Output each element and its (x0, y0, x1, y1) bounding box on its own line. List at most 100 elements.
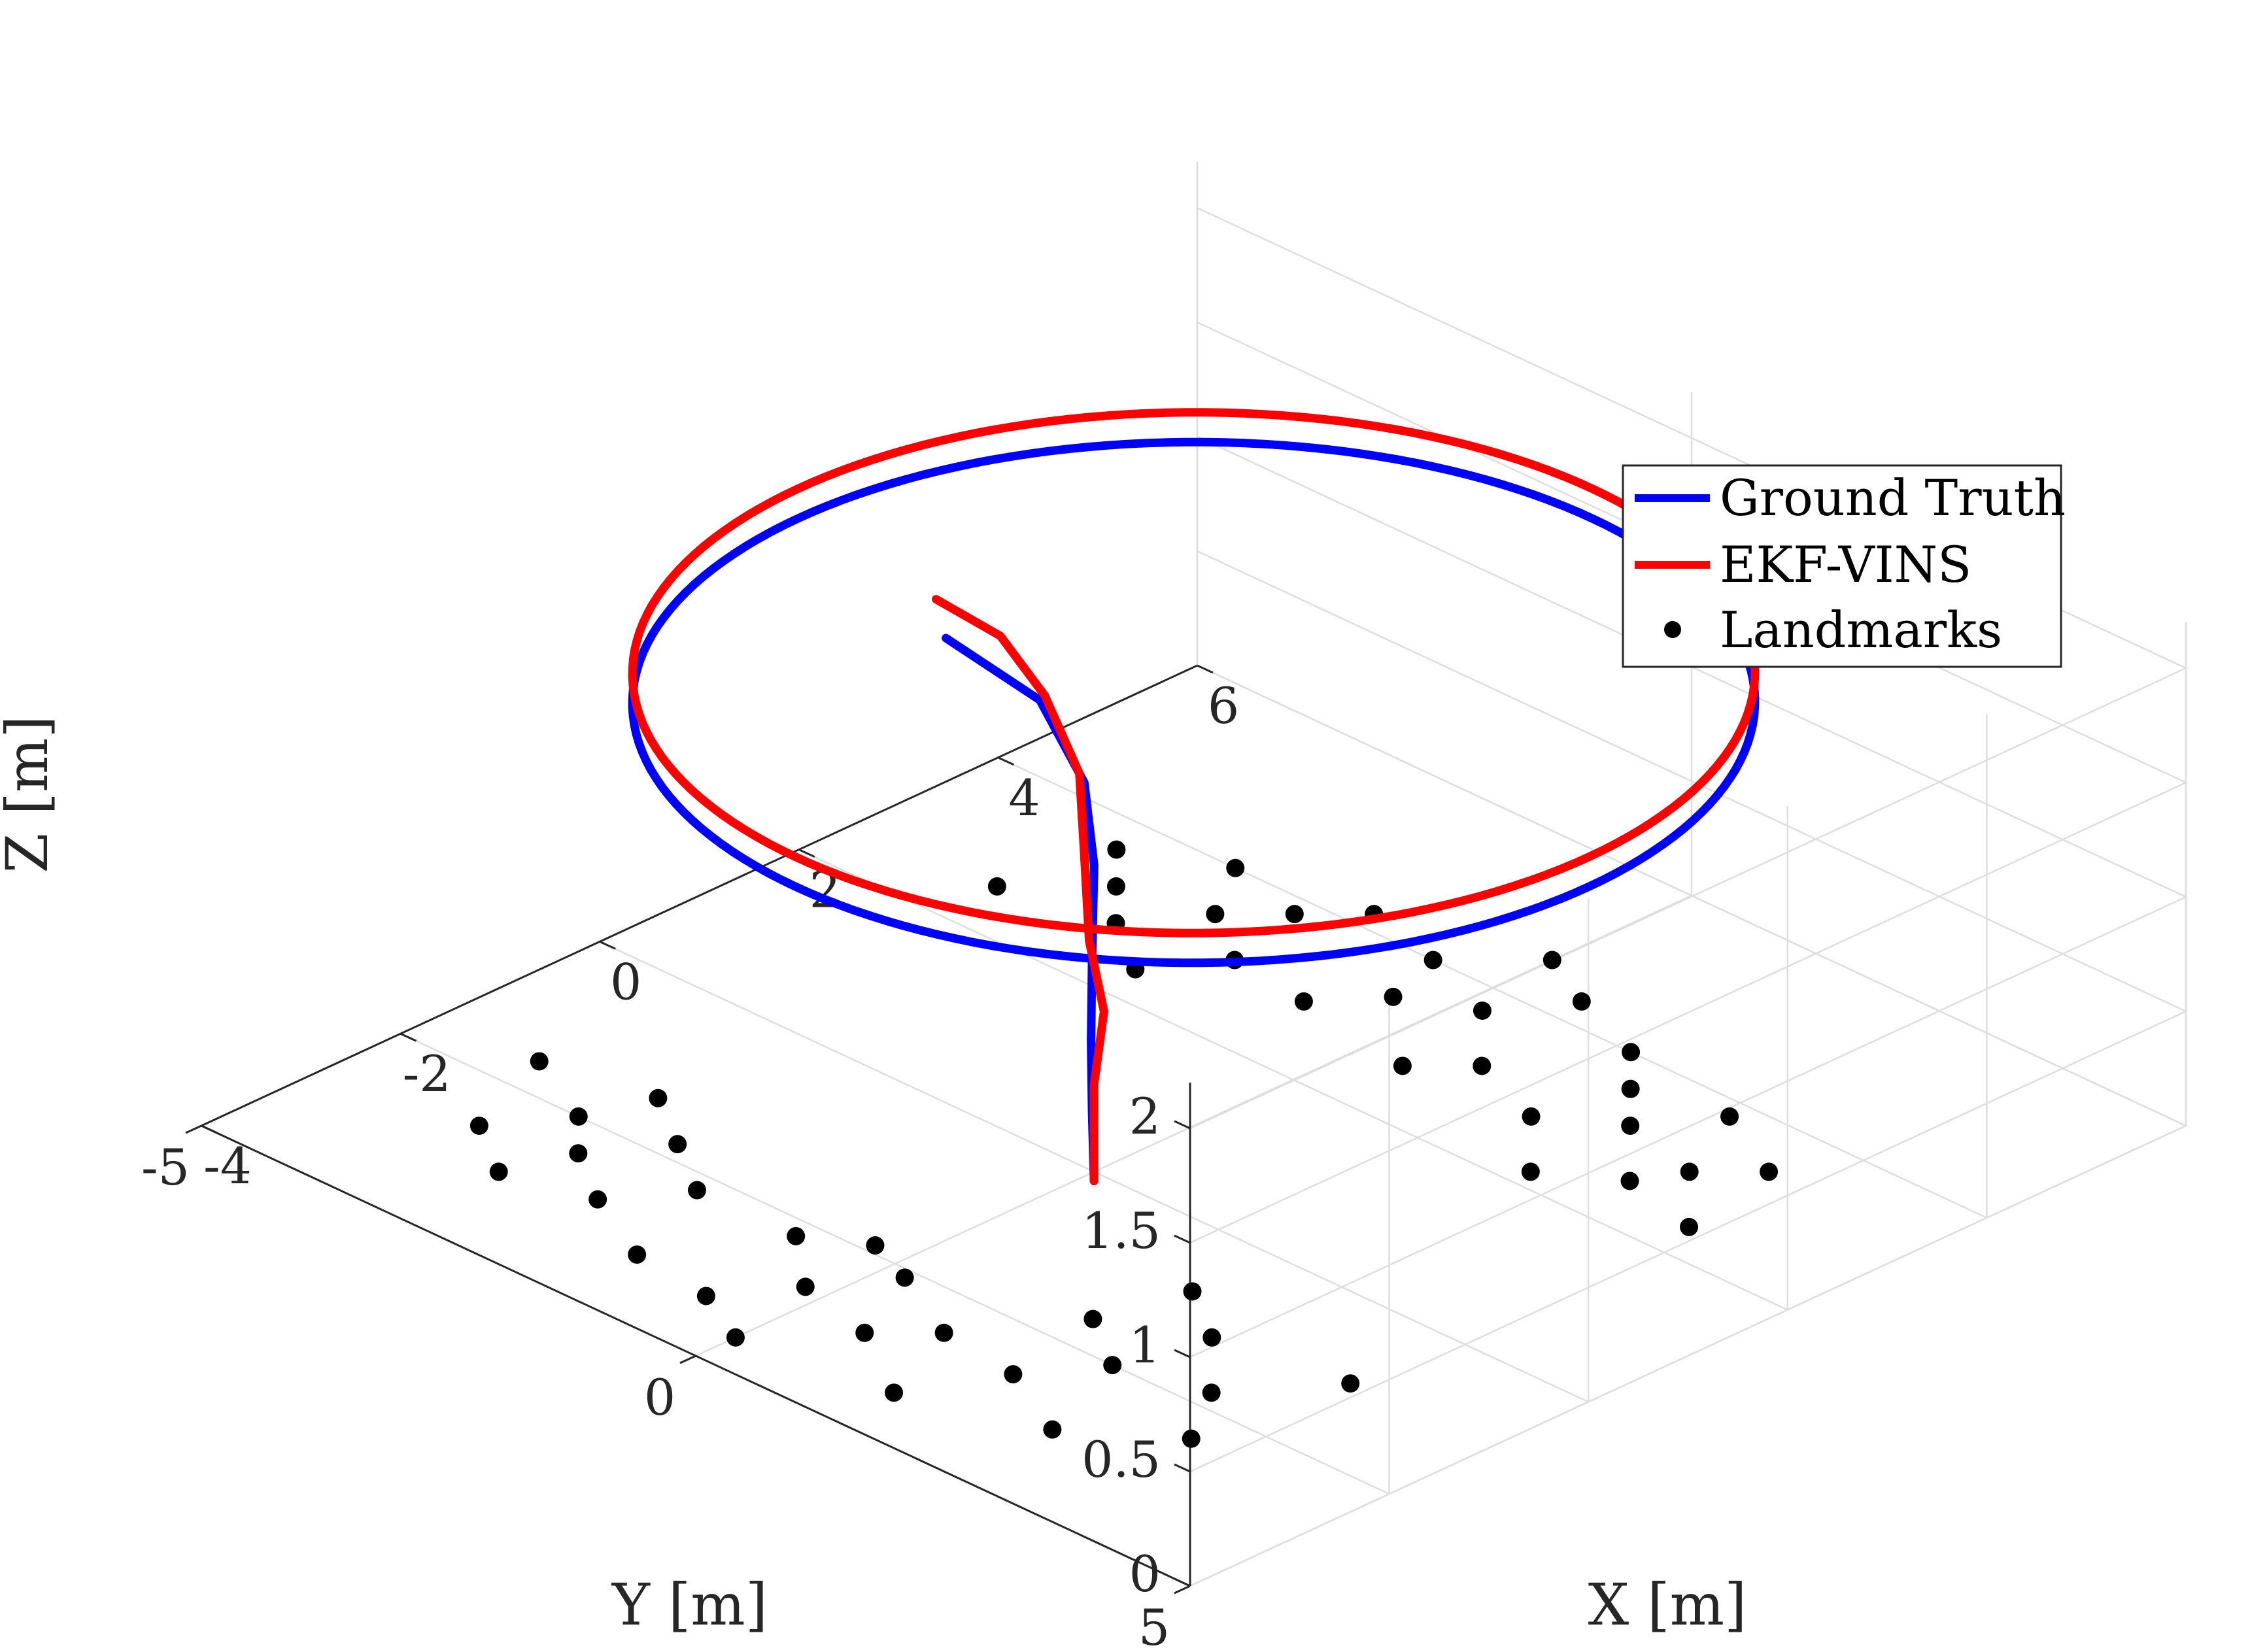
landmark-point (489, 1162, 508, 1181)
landmark-point (569, 1144, 588, 1163)
landmark-point (1620, 1172, 1639, 1190)
x-tick-label: -4 (203, 1137, 252, 1195)
landmark-point (1341, 1374, 1360, 1393)
landmark-point (530, 1052, 549, 1071)
legend-label-ekf-vins: EKF-VINS (1720, 535, 1971, 594)
landmark-point (1543, 951, 1561, 969)
landmark-point (687, 1181, 706, 1200)
landmark-point (895, 1268, 914, 1287)
z-tick-label: 2 (1129, 1087, 1161, 1145)
x-axis-line (201, 664, 1198, 1127)
x-tick-mark (201, 1124, 218, 1134)
landmark-point (1522, 1107, 1541, 1126)
landmark-point (469, 1117, 488, 1135)
landmark-point (649, 1088, 668, 1107)
landmark-point (1384, 987, 1403, 1006)
grid-wall-z (1189, 207, 2188, 1130)
grid-wall-z (1189, 321, 2188, 1244)
axes-layer (201, 664, 1198, 1587)
ekf-vins-loop (628, 408, 1760, 937)
legend: Ground Truth EKF-VINS Landmarks (1622, 464, 2066, 668)
landmark-point (1680, 1217, 1699, 1236)
x-tick-mark (798, 849, 815, 858)
landmark-point (1473, 1002, 1491, 1020)
y-tick-label: 5 (1138, 1598, 1170, 1652)
x-tick-mark (1197, 664, 1214, 674)
grid-wall-z (1189, 550, 2188, 1473)
z-tick-label: 1 (1129, 1316, 1161, 1374)
grid-wall-z (1189, 664, 2188, 1587)
x-tick-label: 4 (1008, 769, 1040, 827)
landmark-point (1106, 877, 1125, 896)
landmark-point (726, 1328, 745, 1347)
landmark-point (885, 1383, 904, 1402)
y-tick-label: -5 (141, 1138, 190, 1196)
x-tick-label: 0 (610, 952, 641, 1011)
landmark-point (934, 1323, 953, 1342)
x-tick-label: -2 (403, 1045, 451, 1103)
lines-layer (628, 408, 1760, 1185)
y-tick-label: 0 (644, 1368, 675, 1426)
landmark-point (1226, 858, 1245, 877)
landmark-point (628, 1245, 647, 1264)
y-tick-mark (1174, 1585, 1191, 1594)
landmark-point (588, 1190, 607, 1209)
legend-label-ground-truth: Ground Truth (1720, 469, 2066, 527)
z-tick-mark (1174, 1234, 1191, 1244)
landmark-point (1621, 1117, 1640, 1135)
x-axis-title: X [m] (1588, 1571, 1747, 1638)
landmark-point (1107, 840, 1126, 859)
x-tick-mark (599, 941, 616, 950)
ekf-vins-takeoff (932, 595, 1108, 1185)
landmark-point (1423, 951, 1442, 969)
landmark-point (855, 1323, 874, 1342)
landmark-point (668, 1135, 687, 1154)
landmark-point (1083, 1309, 1102, 1328)
ground-truth-loop (628, 437, 1760, 968)
landmark-point (1043, 1420, 1062, 1439)
landmark-point (1393, 1056, 1412, 1075)
landmark-point (787, 1226, 806, 1245)
grid-layer (201, 162, 2188, 1587)
x-tick-label: 6 (1208, 677, 1239, 735)
landmark-point (1183, 1282, 1202, 1301)
z-tick-mark (1174, 1463, 1191, 1473)
z-tick-mark (1174, 1120, 1191, 1130)
landmark-point (1202, 1328, 1221, 1347)
legend-marker-landmarks (1664, 621, 1681, 638)
landmark-point (1720, 1107, 1739, 1126)
x-tick-mark (997, 756, 1015, 766)
y-axis-title: Y [m] (611, 1571, 768, 1638)
landmark-point (1572, 992, 1591, 1011)
landmark-point (1202, 1383, 1221, 1402)
y-tick-mark (185, 1124, 202, 1134)
legend-label-landmarks: Landmarks (1720, 601, 2002, 659)
landmark-point (1004, 1365, 1023, 1384)
grid-floor-y (695, 894, 1692, 1357)
landmark-point (1621, 1079, 1640, 1098)
landmark-point (1622, 1043, 1641, 1062)
landmark-point (1182, 1429, 1201, 1448)
z-tick-mark (1174, 1349, 1191, 1358)
x-tick-mark (400, 1032, 417, 1042)
landmark-point (1294, 992, 1313, 1011)
landmark-point (1473, 1056, 1491, 1075)
y-tick-mark (679, 1355, 696, 1364)
landmark-point (569, 1107, 588, 1126)
z-axis-title: Z [m] (0, 715, 61, 873)
landmark-point (866, 1236, 885, 1255)
z-tick-label: 1.5 (1082, 1202, 1161, 1260)
landmark-point (1206, 905, 1225, 924)
z-tick-mark (1174, 1577, 1191, 1587)
landmark-point (1760, 1162, 1779, 1181)
landmark-point (796, 1277, 815, 1296)
z-tick-label: 0 (1129, 1545, 1161, 1603)
z-tick-label: 0.5 (1082, 1430, 1161, 1489)
landmark-point (987, 877, 1006, 896)
landmark-point (1521, 1162, 1540, 1181)
landmark-point (1103, 1356, 1122, 1375)
landmark-point (696, 1287, 715, 1306)
landmark-point (1285, 905, 1304, 924)
